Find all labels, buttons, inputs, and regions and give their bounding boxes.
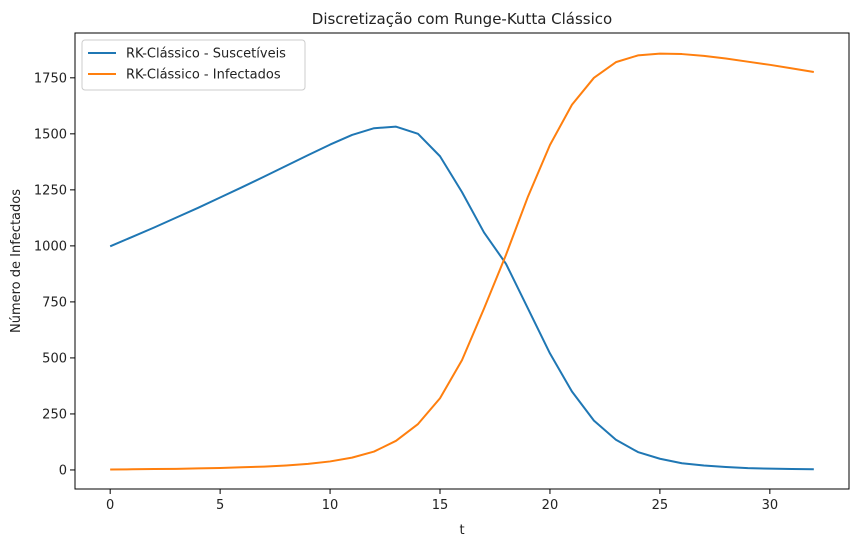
series-line-1 (109, 125, 814, 471)
y-tick-label: 1500 (34, 127, 67, 142)
legend: RK-Clássico - Suscetíveis RK-Clássico - I… (81, 39, 306, 91)
plot-area (109, 52, 814, 471)
x-tick-label: 5 (216, 498, 224, 513)
axes: 0 5 10 15 20 25 30 0 250 500 750 1000 1250 1500 1750 (34, 32, 850, 513)
x-tick-label: 25 (652, 498, 669, 513)
series-line-2 (110, 52, 814, 471)
legend-label: RK-Clássico - Suscetíveis (126, 47, 286, 62)
x-tick-label: 20 (542, 498, 559, 513)
x-tick-label: 0 (106, 498, 114, 513)
y-axis-title: Número de Infectados (9, 189, 24, 333)
y-tick-label: 750 (42, 295, 67, 310)
x-tick-label: 15 (432, 498, 449, 513)
legend-label: RK-Clássico - Infectados (126, 68, 281, 83)
y-tick-label: 1750 (34, 71, 67, 86)
y-tick-label: 0 (59, 463, 67, 478)
x-axis-title: t (459, 523, 464, 538)
legend-box (81, 39, 306, 91)
plot-frame (74, 32, 850, 490)
chart-title: Discretização com Runge-Kutta Clássico (312, 10, 612, 28)
y-tick-label: 1250 (34, 183, 67, 198)
y-tick-label: 250 (42, 407, 67, 422)
y-tick-label: 1000 (34, 239, 67, 254)
x-tick-label: 10 (322, 498, 339, 513)
x-tick-label: 30 (762, 498, 779, 513)
y-tick-label: 500 (42, 351, 67, 366)
